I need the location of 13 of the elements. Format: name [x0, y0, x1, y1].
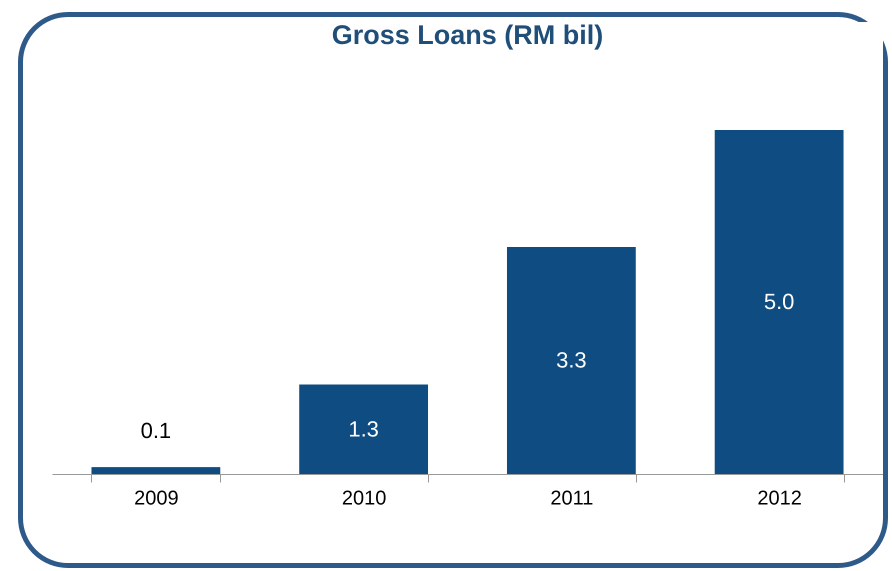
bar: [506, 246, 636, 474]
bar: [299, 384, 428, 474]
x-tick-label: 2009: [134, 488, 179, 510]
bar: [714, 130, 844, 474]
x-tick-label: 2012: [757, 488, 802, 510]
x-tick-label: 2010: [342, 488, 386, 510]
bar: [91, 467, 220, 474]
data-label: 3.3: [556, 347, 587, 372]
data-label: 1.3: [348, 416, 379, 442]
data-label: 5.0: [764, 289, 794, 314]
data-label: 0.1: [140, 418, 172, 444]
chart-title: Gross Loans (RM bil): [332, 20, 604, 50]
x-tick-label: 2011: [550, 488, 594, 510]
